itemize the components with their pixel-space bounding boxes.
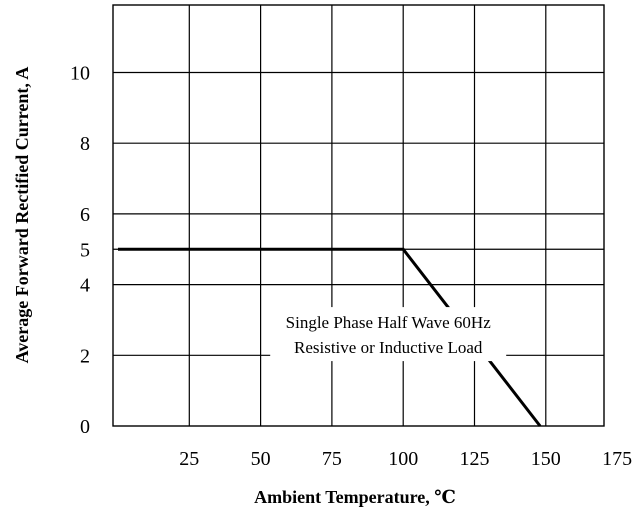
plot-frame <box>112 4 605 427</box>
y-axis-title: Average Forward Rectified Current, A <box>12 67 32 364</box>
x-tick-label-75: 75 <box>322 448 342 470</box>
y-tick-label-4: 4 <box>80 275 90 297</box>
x-tick-labels: 25 50 75 100 125 150 175 <box>179 448 632 470</box>
x-tick-label-175: 175 <box>602 448 632 470</box>
series-line-0 <box>118 247 542 427</box>
x-tick-label-25: 25 <box>179 448 199 470</box>
y-tick-label-10: 10 <box>70 63 90 85</box>
y-tick-label-5: 5 <box>80 239 90 261</box>
y-tick-label-6: 6 <box>80 204 90 226</box>
y-tick-label-0: 0 <box>80 416 90 438</box>
grid <box>113 5 604 426</box>
x-tick-label-125: 125 <box>460 448 490 470</box>
annotation: Single Phase Half Wave 60Hz Resistive or… <box>270 307 507 362</box>
y-tick-labels: 0 2 4 5 6 8 10 <box>70 63 90 439</box>
series-layer <box>118 247 542 427</box>
annotation-line-2: Resistive or Inductive Load <box>294 338 483 357</box>
x-tick-label-100: 100 <box>388 448 418 470</box>
x-axis-title: Ambient Temperature, ℃ <box>254 487 456 507</box>
x-tick-label-150: 150 <box>531 448 561 470</box>
y-tick-label-8: 8 <box>80 133 90 155</box>
x-tick-label-50: 50 <box>251 448 271 470</box>
annotation-line-1: Single Phase Half Wave 60Hz <box>286 313 492 332</box>
y-tick-label-2: 2 <box>80 345 90 367</box>
annotation-background <box>270 307 507 362</box>
